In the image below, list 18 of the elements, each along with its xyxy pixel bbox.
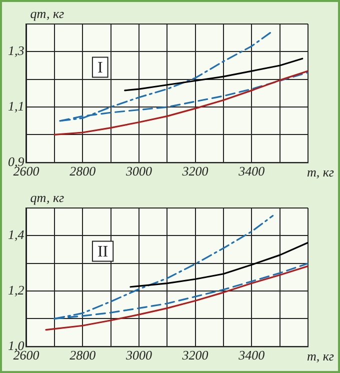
x-tick-label: 3400 [238, 164, 266, 179]
y-axis-title: qт, кг [30, 6, 64, 21]
y-tick-label: 1,3 [8, 43, 25, 58]
y-axis-title: qт, кг [30, 190, 64, 205]
y-tick-label: 1,2 [8, 282, 25, 298]
x-tick-label: 3200 [181, 164, 209, 179]
annotation: II [97, 243, 108, 260]
y-tick-label: 1,1 [8, 98, 24, 114]
x-tick-label: 3400 [238, 348, 266, 363]
x-tick-label: 3000 [124, 164, 152, 179]
x-tick-label: 2800 [70, 164, 96, 179]
annotation: I [97, 59, 103, 76]
x-tick-label: 2800 [70, 348, 96, 363]
y-tick-label: 1,4 [8, 227, 25, 242]
x-tick-label: 3000 [124, 348, 152, 363]
x-axis-title: m, кг [306, 164, 334, 180]
x-tick-label: 3200 [181, 348, 209, 363]
x-axis-title: m, кг [306, 348, 334, 364]
